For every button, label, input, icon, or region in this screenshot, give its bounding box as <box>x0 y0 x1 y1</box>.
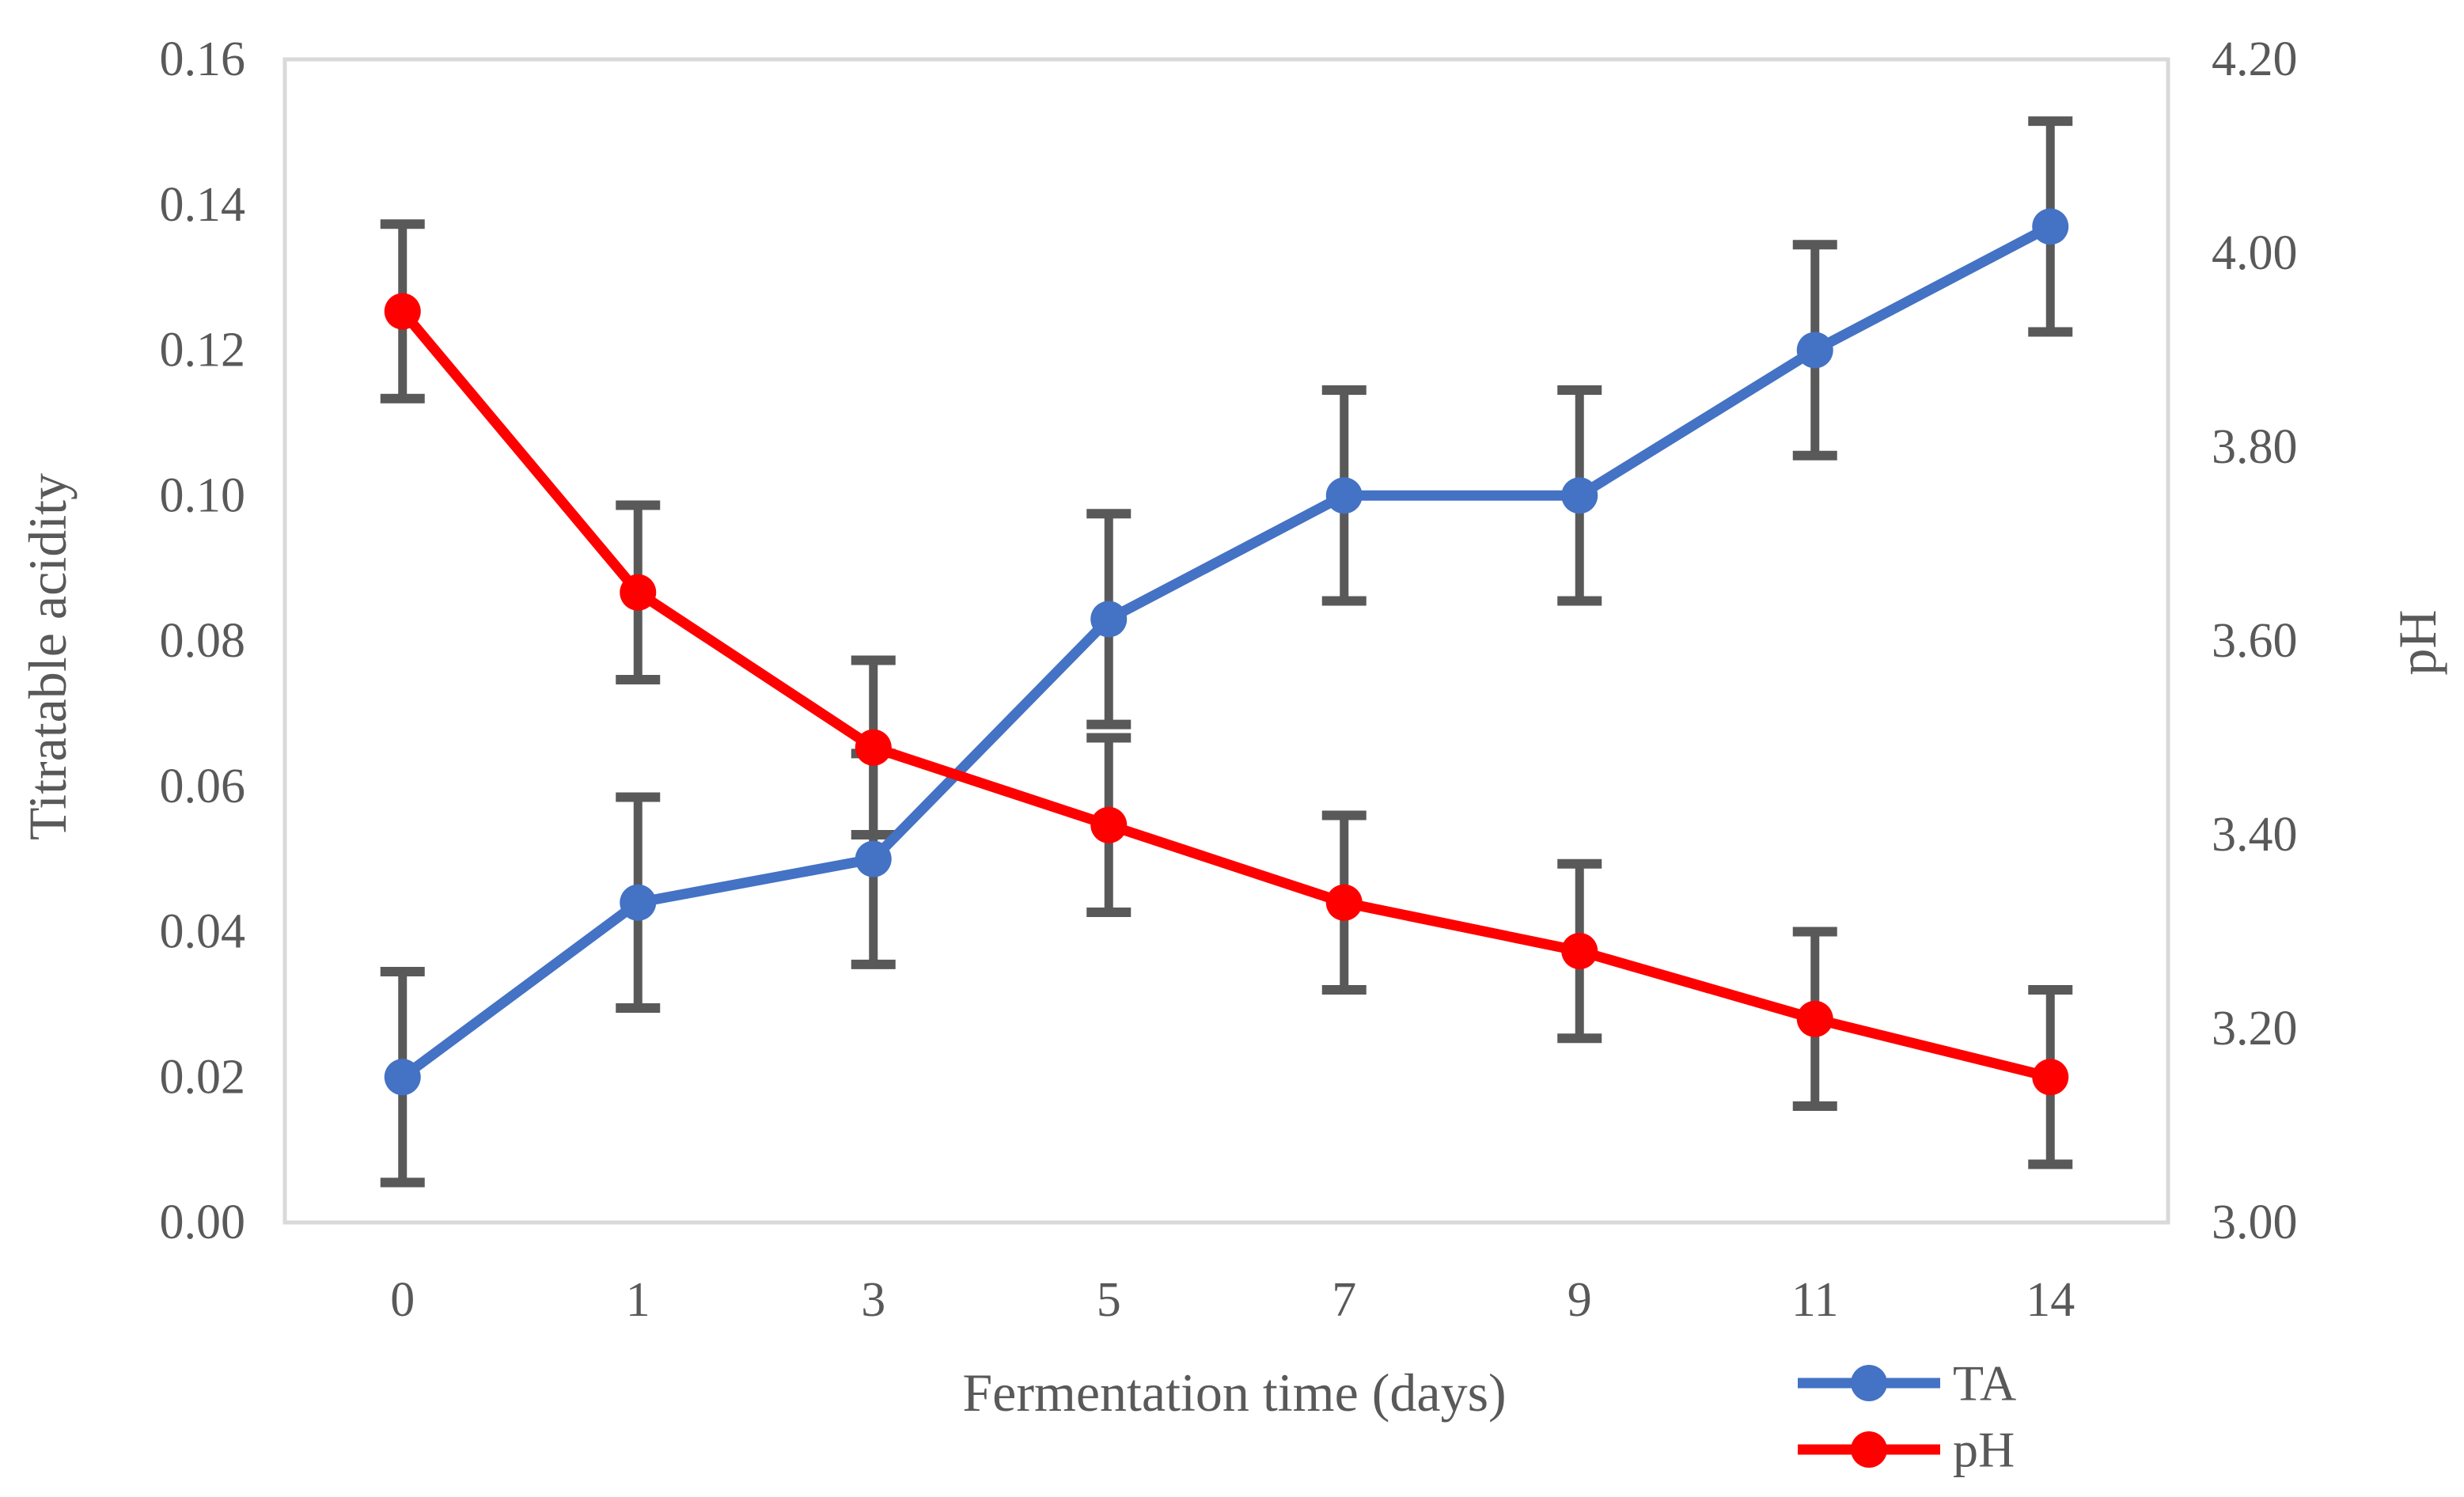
y-right-tick-label: 3.00 <box>2212 1196 2298 1249</box>
data-point-ph <box>1090 806 1128 843</box>
y-right-tick-label: 3.20 <box>2212 1002 2298 1055</box>
data-point-ph <box>1561 933 1598 969</box>
data-point-ph <box>384 293 421 330</box>
data-point-ta <box>855 840 892 877</box>
legend-item-ta: TA <box>1798 1355 2016 1412</box>
y-right-tick-label: 3.40 <box>2212 808 2298 862</box>
plot-area <box>282 57 2170 1225</box>
legend-marker-ph-icon <box>1851 1431 1887 1468</box>
y-left-tick-label: 0.10 <box>160 468 246 522</box>
series-line-ph <box>397 306 2056 1082</box>
data-point-ph <box>1796 1000 1833 1037</box>
data-point-ph <box>1325 884 1363 921</box>
data-point-ta <box>384 1059 421 1096</box>
data-point-ta <box>1561 477 1598 514</box>
legend-marker-ta-icon <box>1851 1365 1887 1401</box>
y-left-tick-label: 0.02 <box>160 1050 246 1104</box>
data-point-ph <box>620 574 657 611</box>
data-point-ta <box>620 884 657 921</box>
series-lines-layer <box>397 221 2056 1082</box>
y-left-tick-label: 0.12 <box>160 324 246 377</box>
series-line-ta <box>397 221 2056 1082</box>
y-axis-title-right: pH <box>2387 609 2447 675</box>
x-tick-label: 14 <box>2026 1273 2075 1327</box>
y-left-tick-label: 0.16 <box>160 32 246 86</box>
x-tick-label: 5 <box>1097 1273 1121 1327</box>
legend-item-ph: pH <box>1798 1422 2015 1478</box>
axis-tick-labels-layer: 0.16 0.14 0.12 0.10 0.08 0.06 0.04 0.02 0.00 4.20… <box>160 32 2298 1327</box>
data-point-ta <box>1796 332 1833 369</box>
x-tick-label: 3 <box>861 1273 885 1327</box>
y-right-tick-label: 4.00 <box>2212 226 2298 280</box>
series-markers-layer <box>384 208 2069 1096</box>
y-left-tick-label: 0.00 <box>160 1196 246 1249</box>
x-tick-label: 7 <box>1332 1273 1356 1327</box>
legend-label-ph: pH <box>1953 1422 2015 1478</box>
y-right-tick-label: 3.60 <box>2212 614 2298 668</box>
y-left-tick-label: 0.08 <box>160 614 246 668</box>
data-point-ph <box>855 729 892 766</box>
y-left-tick-label: 0.14 <box>160 178 246 232</box>
x-tick-label: 0 <box>390 1273 415 1327</box>
legend-label-ta: TA <box>1953 1355 2016 1412</box>
y-left-tick-label: 0.06 <box>160 760 246 813</box>
data-point-ph <box>2032 1059 2069 1096</box>
legend: TA pH <box>1798 1355 2016 1478</box>
data-point-ta <box>1090 601 1128 638</box>
x-tick-label: 1 <box>626 1273 650 1327</box>
x-axis-title: Fermentation time (days) <box>962 1362 1506 1423</box>
y-right-tick-label: 3.80 <box>2212 420 2298 474</box>
y-left-tick-label: 0.04 <box>160 905 246 959</box>
y-right-tick-label: 4.20 <box>2212 32 2298 86</box>
data-point-ta <box>2032 208 2069 245</box>
y-axis-title-left: Titratable acidity <box>17 473 78 840</box>
x-tick-label: 9 <box>1567 1273 1592 1327</box>
x-tick-label: 11 <box>1791 1273 1839 1327</box>
data-point-ta <box>1325 477 1363 514</box>
